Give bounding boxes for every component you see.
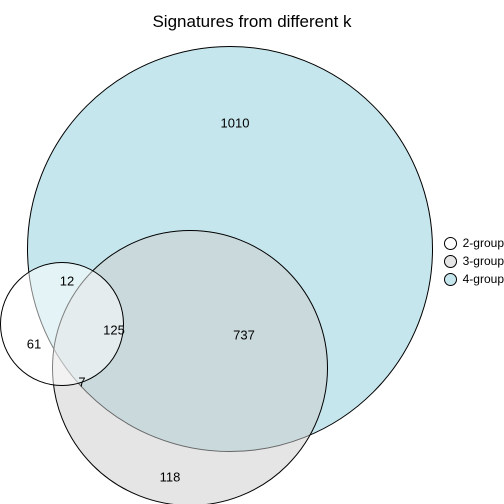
region-only2n3: 7 — [78, 375, 85, 390]
legend-swatch-icon — [444, 237, 457, 250]
legend-row-2-group: 2-group — [444, 234, 504, 252]
legend-label: 3-group — [463, 254, 504, 268]
legend: 2-group 3-group 4-group — [444, 234, 504, 288]
legend-swatch-icon — [444, 273, 457, 286]
venn-diagram: Signatures from different k 1010 12 125 … — [0, 0, 504, 504]
legend-swatch-icon — [444, 255, 457, 268]
region-only3n4: 737 — [233, 328, 255, 343]
region-only3: 118 — [160, 470, 181, 485]
chart-title: Signatures from different k — [0, 12, 504, 32]
region-only4: 1010 — [221, 116, 250, 131]
region-only2n4: 12 — [60, 274, 74, 289]
region-all: 125 — [103, 323, 125, 338]
region-only2: 61 — [27, 337, 41, 352]
legend-label: 2-group — [463, 236, 504, 250]
legend-row-3-group: 3-group — [444, 252, 504, 270]
legend-label: 4-group — [463, 272, 504, 286]
legend-row-4-group: 4-group — [444, 270, 504, 288]
